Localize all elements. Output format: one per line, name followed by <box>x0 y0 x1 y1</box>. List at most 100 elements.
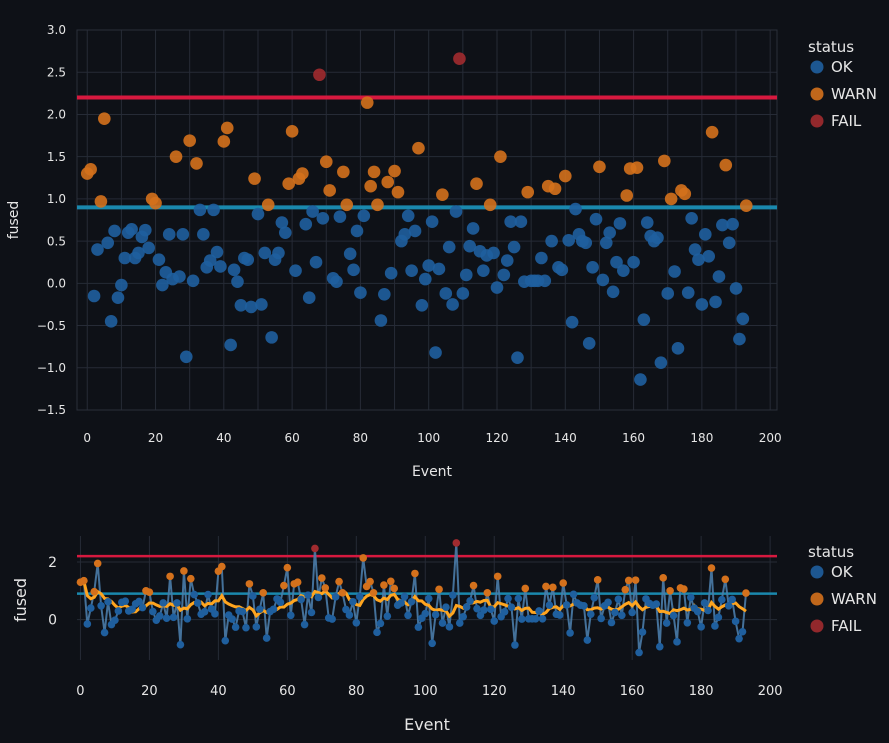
top-point-ok[interactable] <box>729 282 743 295</box>
top-point-ok[interactable] <box>138 223 152 237</box>
bottom-point-ok[interactable] <box>300 620 309 629</box>
bottom-point-warn[interactable] <box>386 577 395 586</box>
top-point-ok[interactable] <box>640 216 654 229</box>
bottom-legend[interactable]: status OK WARN FAIL <box>808 543 877 635</box>
bottom-point-warn[interactable] <box>435 585 443 594</box>
bottom-point-ok[interactable] <box>269 605 278 614</box>
top-point-ok[interactable] <box>111 291 125 304</box>
top-point-warn[interactable] <box>98 112 111 125</box>
top-point-ok[interactable] <box>726 217 739 231</box>
top-point-ok[interactable] <box>514 215 528 228</box>
bottom-point-ok[interactable] <box>518 615 526 623</box>
top-point-ok[interactable] <box>422 259 436 272</box>
top-point-ok[interactable] <box>606 285 620 299</box>
bottom-point-ok[interactable] <box>638 628 647 636</box>
top-point-ok[interactable] <box>463 239 476 253</box>
bottom-point-ok[interactable] <box>149 607 157 616</box>
bottom-point-warn[interactable] <box>631 576 640 584</box>
top-point-ok[interactable] <box>302 291 316 304</box>
bottom-point-warn[interactable] <box>90 587 99 596</box>
top-point-ok[interactable] <box>87 289 101 303</box>
bottom-point-ok[interactable] <box>714 613 723 622</box>
bottom-point-ok[interactable] <box>604 598 612 607</box>
top-point-ok[interactable] <box>671 342 685 355</box>
bottom-point-ok[interactable] <box>421 609 430 618</box>
top-point-ok[interactable] <box>497 268 511 282</box>
bottom-point-ok[interactable] <box>314 593 323 602</box>
top-point-warn[interactable] <box>436 188 449 201</box>
top-point-warn[interactable] <box>261 198 275 212</box>
top-point-ok[interactable] <box>275 216 289 229</box>
top-point-warn[interactable] <box>220 121 234 135</box>
bottom-point-ok[interactable] <box>597 614 605 623</box>
top-point-ok[interactable] <box>733 332 746 346</box>
top-point-ok[interactable] <box>255 298 268 311</box>
bottom-point-warn[interactable] <box>483 589 492 597</box>
top-point-ok[interactable] <box>709 295 722 309</box>
bottom-point-ok[interactable] <box>735 634 743 643</box>
bottom-point-ok[interactable] <box>538 614 547 623</box>
bottom-point-warn[interactable] <box>338 589 347 597</box>
top-point-ok[interactable] <box>408 224 422 238</box>
bottom-point-warn[interactable] <box>624 576 633 585</box>
bottom-point-ok[interactable] <box>693 607 702 616</box>
bottom-point-ok[interactable] <box>135 597 143 606</box>
top-point-ok[interactable] <box>115 278 128 292</box>
top-point-ok[interactable] <box>555 263 569 277</box>
bottom-point-ok[interactable] <box>121 597 130 605</box>
top-point-ok[interactable] <box>176 228 190 241</box>
top-point-ok[interactable] <box>231 275 244 288</box>
top-point-ok[interactable] <box>668 265 681 278</box>
top-point-ok[interactable] <box>207 203 220 217</box>
bottom-point-ok[interactable] <box>407 597 416 606</box>
top-point-ok[interactable] <box>214 260 227 273</box>
bottom-point-ok[interactable] <box>683 619 692 627</box>
top-point-warn[interactable] <box>319 155 333 169</box>
bottom-point-warn[interactable] <box>218 562 226 571</box>
bottom-point-ok[interactable] <box>376 619 385 628</box>
bottom-point-ok[interactable] <box>562 601 571 609</box>
bottom-point-ok[interactable] <box>569 590 578 599</box>
top-point-ok[interactable] <box>661 287 675 300</box>
bottom-point-ok[interactable] <box>355 592 364 601</box>
bottom-point-ok[interactable] <box>511 641 519 649</box>
bottom-point-warn[interactable] <box>390 584 399 593</box>
top-point-ok[interactable] <box>118 251 132 265</box>
bottom-point-warn[interactable] <box>680 585 688 593</box>
top-point-warn[interactable] <box>593 160 606 174</box>
bottom-point-ok[interactable] <box>655 642 664 651</box>
bottom-point-ok[interactable] <box>255 605 264 614</box>
bottom-point-warn[interactable] <box>469 581 478 590</box>
bottom-point-ok[interactable] <box>397 599 405 607</box>
top-legend[interactable]: status OK WARN FAIL <box>808 38 877 130</box>
top-point-ok[interactable] <box>156 278 169 292</box>
top-point-ok[interactable] <box>343 247 357 261</box>
top-point-ok[interactable] <box>203 254 217 267</box>
top-point-fail[interactable] <box>313 68 326 82</box>
top-point-ok[interactable] <box>418 272 432 286</box>
top-point-ok[interactable] <box>289 264 302 277</box>
top-point-warn[interactable] <box>360 96 374 109</box>
top-point-warn[interactable] <box>391 185 405 199</box>
top-point-ok[interactable] <box>504 215 517 228</box>
bottom-point-warn[interactable] <box>593 576 602 584</box>
top-point-warn[interactable] <box>248 172 261 185</box>
top-point-warn[interactable] <box>337 165 350 179</box>
top-point-ok[interactable] <box>258 246 272 260</box>
top-point-ok[interactable] <box>316 212 330 225</box>
bottom-point-ok[interactable] <box>97 601 105 610</box>
bottom-point-ok[interactable] <box>555 611 564 619</box>
bottom-point-ok[interactable] <box>345 611 354 619</box>
bottom-point-ok[interactable] <box>652 600 661 608</box>
bottom-point-ok[interactable] <box>697 623 705 631</box>
top-point-ok[interactable] <box>627 255 640 269</box>
top-point-warn[interactable] <box>94 195 108 208</box>
bottom-point-ok[interactable] <box>200 608 209 616</box>
top-point-ok[interactable] <box>596 273 610 287</box>
bottom-point-warn[interactable] <box>283 563 292 572</box>
bottom-point-ok[interactable] <box>545 601 554 610</box>
bottom-point-ok[interactable] <box>424 594 433 603</box>
top-point-warn[interactable] <box>169 150 183 163</box>
top-point-ok[interactable] <box>702 250 716 263</box>
top-point-ok[interactable] <box>490 281 504 294</box>
